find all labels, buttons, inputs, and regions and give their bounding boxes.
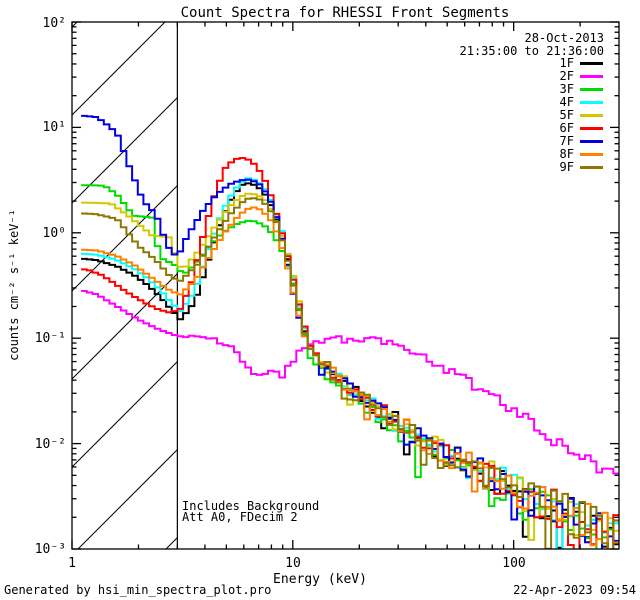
ytick-1e2: 10² — [42, 16, 66, 31]
spectra-curves — [81, 114, 619, 549]
legend-label-6f: 6F — [559, 121, 574, 135]
legend-row-3f: 3F — [540, 82, 604, 96]
annotation-includes-background: Includes Background — [182, 499, 320, 513]
legend-swatch-3f — [580, 87, 603, 91]
legend-swatch-4f — [580, 100, 603, 104]
legend-label-2f: 2F — [559, 69, 574, 83]
legend-swatch-6f — [580, 126, 603, 130]
legend-row-1f: 1F — [540, 56, 604, 70]
x-axis-label: Energy (keV) — [273, 572, 367, 587]
legend-label-3f: 3F — [559, 82, 574, 96]
series-curve-9f — [81, 197, 619, 549]
legend-row-5f: 5F — [540, 108, 604, 122]
legend-swatch-8f — [580, 152, 603, 156]
ytick-1e0: 10⁰ — [42, 226, 66, 241]
legend-swatch-9f — [580, 165, 603, 169]
ytick-1e-3: 10⁻³ — [34, 542, 66, 557]
xtick-100: 100 — [502, 556, 526, 571]
legend-row-4f: 4F — [540, 95, 604, 109]
legend-row-6f: 6F — [540, 121, 604, 135]
legend-row-2f: 2F — [540, 69, 604, 83]
series-curve-8f — [81, 206, 619, 549]
plot-timestamp: 22-Apr-2023 09:54 — [513, 583, 636, 597]
ytick-1e-1: 10⁻¹ — [34, 331, 66, 346]
legend-swatch-1f — [580, 61, 603, 65]
legend-label-1f: 1F — [559, 56, 574, 70]
legend-label-7f: 7F — [559, 134, 574, 148]
legend-date: 28-Oct-2013 — [524, 31, 604, 45]
ytick-1e-2: 10⁻² — [34, 437, 66, 452]
y-axis-label: counts cm⁻² s⁻¹ keV⁻¹ — [7, 209, 21, 361]
legend-swatch-5f — [580, 113, 603, 117]
legend-row-7f: 7F — [540, 134, 604, 148]
generated-by-text: Generated by hsi_min_spectra_plot.pro — [4, 583, 272, 597]
ytick-1e1: 10¹ — [42, 120, 66, 135]
legend-row-9f: 9F — [540, 160, 604, 174]
series-curve-5f — [81, 192, 619, 549]
series-curve-3f — [81, 184, 619, 549]
axes-frame — [71, 21, 620, 550]
legend-label-5f: 5F — [559, 108, 574, 122]
xtick-1: 1 — [68, 556, 76, 571]
legend-label-8f: 8F — [559, 147, 574, 161]
xtick-10: 10 — [285, 556, 301, 571]
series-curve-2f — [81, 290, 619, 475]
legend-label-9f: 9F — [559, 160, 574, 174]
chart-title: Count Spectra for RHESSI Front Segments — [180, 5, 510, 21]
legend-time-range: 21:35:00 to 21:36:00 — [459, 44, 605, 58]
legend-swatch-2f — [580, 74, 603, 78]
legend-label-4f: 4F — [559, 95, 574, 109]
annotation-att-fdecim: Att A0, FDecim 2 — [182, 510, 298, 524]
legend-swatch-7f — [580, 139, 603, 143]
legend-row-8f: 8F — [540, 147, 604, 161]
